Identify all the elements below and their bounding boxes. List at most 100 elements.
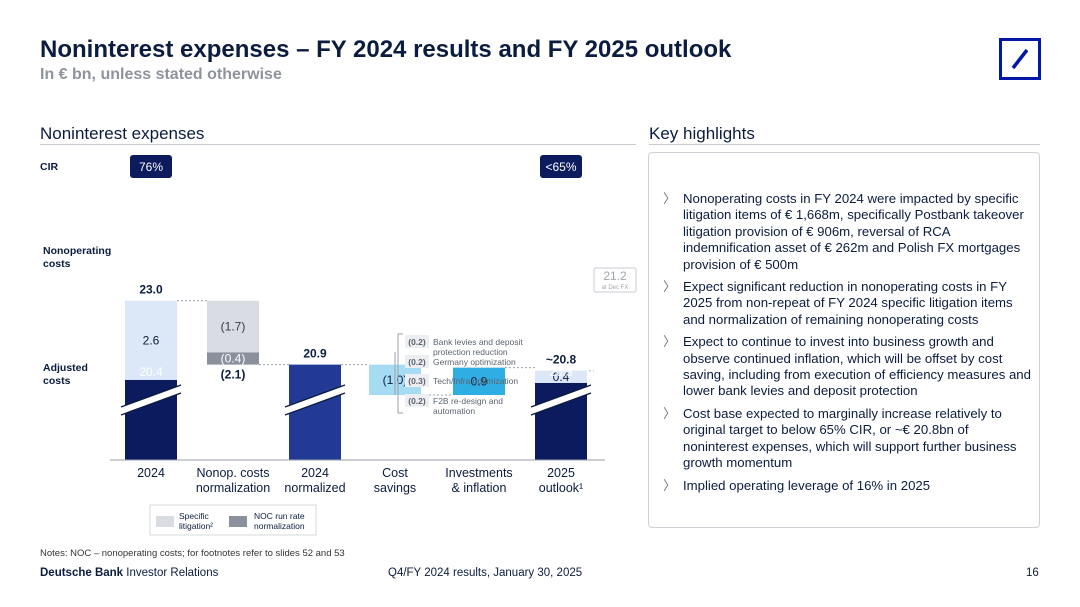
legend-swatch-noc-run-rate (229, 516, 247, 527)
key-highlights-list: 〉 Nonoperating costs in FY 2024 were impa… (661, 191, 1037, 500)
bar-2024-nonoperating (125, 300, 177, 380)
cir-badge (130, 155, 172, 178)
breakdown-label: Germany optimization (433, 357, 516, 367)
footer-brand-name: Deutsche Bank (40, 567, 124, 579)
breakdown-value-box (405, 374, 429, 387)
highlight-text: Expect significant reduction in nonopera… (683, 279, 1013, 327)
highlight-text: Cost base expected to marginally increas… (683, 405, 1017, 471)
bar-2024-normalized (289, 364, 341, 460)
bar-normalization-noc-label: (0.4) (221, 352, 246, 366)
nonoperating-row-label: Nonoperating (43, 245, 111, 257)
footer-date: Q4/FY 2024 results, January 30, 2025 (388, 567, 583, 579)
total-2024-normalized-label: 20.9 (303, 347, 327, 361)
breakdown-bracket (397, 333, 403, 414)
chevron-right-icon: 〉 (663, 279, 677, 295)
cir-badge-label: <65% (545, 160, 576, 174)
axis-break-mark (283, 384, 347, 416)
breakdown-value-box (405, 394, 429, 407)
right-section-title: Key highlights (649, 124, 755, 143)
breakdown-value-box (405, 355, 429, 368)
bar-investments-inflation (453, 367, 505, 396)
legend-label-noc-run-rate: normalization (254, 521, 305, 531)
highlight-item: 〉 Cost base expected to marginally increa… (661, 406, 1037, 472)
right-section-rule (649, 144, 1040, 145)
breakdown-value: (0.3) (408, 376, 426, 386)
chevron-right-icon: 〉 (663, 334, 677, 350)
dec-fx-box (593, 267, 637, 293)
breakdown-value: (0.2) (408, 396, 426, 406)
category-label: 2025 (547, 466, 575, 480)
bar-normalization-specific-label: (1.7) (221, 320, 246, 334)
breakdown-value: (0.2) (408, 337, 426, 347)
dec-fx-value: 21.2 (603, 269, 627, 283)
legend-swatch-specific-litigation (156, 516, 174, 527)
left-section-rule (40, 144, 636, 145)
axis-break-mark (119, 384, 183, 416)
axis-break-mark (120, 384, 182, 408)
page-title: Noninterest expenses – FY 2024 results a… (40, 36, 732, 63)
chevron-right-icon: 〉 (663, 191, 677, 206)
bar-2025-adjusted-label: 20.3 (549, 365, 573, 379)
highlight-item: 〉 Expect significant reduction in nonoper… (661, 279, 1037, 328)
axis-break-mark (284, 384, 346, 408)
bar-2025-nonoperating-label: 0.4 (553, 370, 570, 384)
bar-normalization-noc-run-rate (207, 352, 259, 365)
category-label: savings (374, 481, 416, 495)
cir-badge (540, 155, 582, 178)
category-label: Investments (445, 466, 512, 480)
page-subtitle: In € bn, unless stated otherwise (40, 66, 282, 83)
category-label: Nonop. costs (197, 466, 270, 480)
highlight-text: Implied operating leverage of 16% in 202… (683, 477, 931, 493)
highlight-item: 〉 Expect to continue to invest into busin… (661, 334, 1037, 400)
deutsche-bank-logo (999, 38, 1041, 80)
bar-normalization-specific-litigation (207, 300, 259, 353)
highlight-text: Nonoperating costs in FY 2024 were impac… (683, 191, 1024, 272)
adjusted-row-label: costs (43, 375, 71, 387)
breakdown-value-box (405, 335, 429, 348)
footer-brand: Deutsche Bank Investor Relations (40, 567, 218, 579)
bar-investments-label: 0.9 (471, 374, 488, 388)
breakdown-label: Bank levies and deposit (433, 337, 523, 347)
bar-2024-nonoperating-label: 2.6 (143, 333, 160, 347)
legend-label-specific-litigation: litigation² (179, 521, 213, 531)
axis-break-mark (529, 384, 593, 416)
axis-break-mark (120, 392, 182, 416)
category-label: 2024 (301, 466, 329, 480)
total-2024-label: 23.0 (139, 283, 163, 297)
legend-label-noc-run-rate: NOC run rate (254, 511, 305, 521)
bar-2024-adjusted-label: 20.4 (139, 365, 163, 379)
category-label: outlook¹ (539, 481, 583, 495)
legend-label-specific-litigation: Specific (179, 511, 210, 521)
dec-fx-label: at Dec FX (602, 285, 629, 291)
chevron-right-icon: 〉 (663, 477, 677, 493)
breakdown-label: automation (433, 406, 475, 416)
adjusted-row-label: Adjusted (43, 362, 88, 374)
category-label: normalization (196, 481, 270, 495)
logo-slash-icon (1011, 48, 1029, 70)
total-2025-label: ~20.8 (546, 353, 577, 367)
category-label: Cost (382, 466, 408, 480)
category-label: & inflation (452, 481, 507, 495)
cir-row-label: CIR (40, 161, 59, 173)
key-highlights-box: 〉 Nonoperating costs in FY 2024 were impa… (648, 152, 1040, 528)
left-section-title: Noninterest expenses (40, 124, 205, 143)
nonoperating-row-label: costs (43, 258, 71, 270)
highlight-item: 〉 Nonoperating costs in FY 2024 were impa… (661, 191, 1037, 273)
category-label: normalized (284, 481, 345, 495)
axis-break-mark (530, 384, 592, 408)
highlight-text: Expect to continue to invest into busine… (683, 334, 1031, 399)
total-normalization-label: (2.1) (221, 368, 246, 382)
breakdown-label: Tech/Infra optimization (433, 376, 518, 386)
highlight-item: 〉 Implied operating leverage of 16% in 20… (661, 478, 1037, 494)
cir-badge-label: 76% (139, 160, 163, 174)
page-number: 16 (1026, 567, 1039, 579)
bar-2025-nonoperating (535, 370, 587, 383)
footnote: Notes: NOC – nonoperating costs; for foo… (40, 548, 345, 559)
breakdown-label: protection reduction (433, 347, 508, 357)
footer-brand-suffix: Investor Relations (123, 567, 219, 579)
category-label: 2024 (137, 466, 165, 480)
breakdown-value: (0.2) (408, 357, 426, 367)
axis-break-mark (530, 392, 592, 416)
breakdown-label: F2B re-design and (433, 396, 503, 406)
